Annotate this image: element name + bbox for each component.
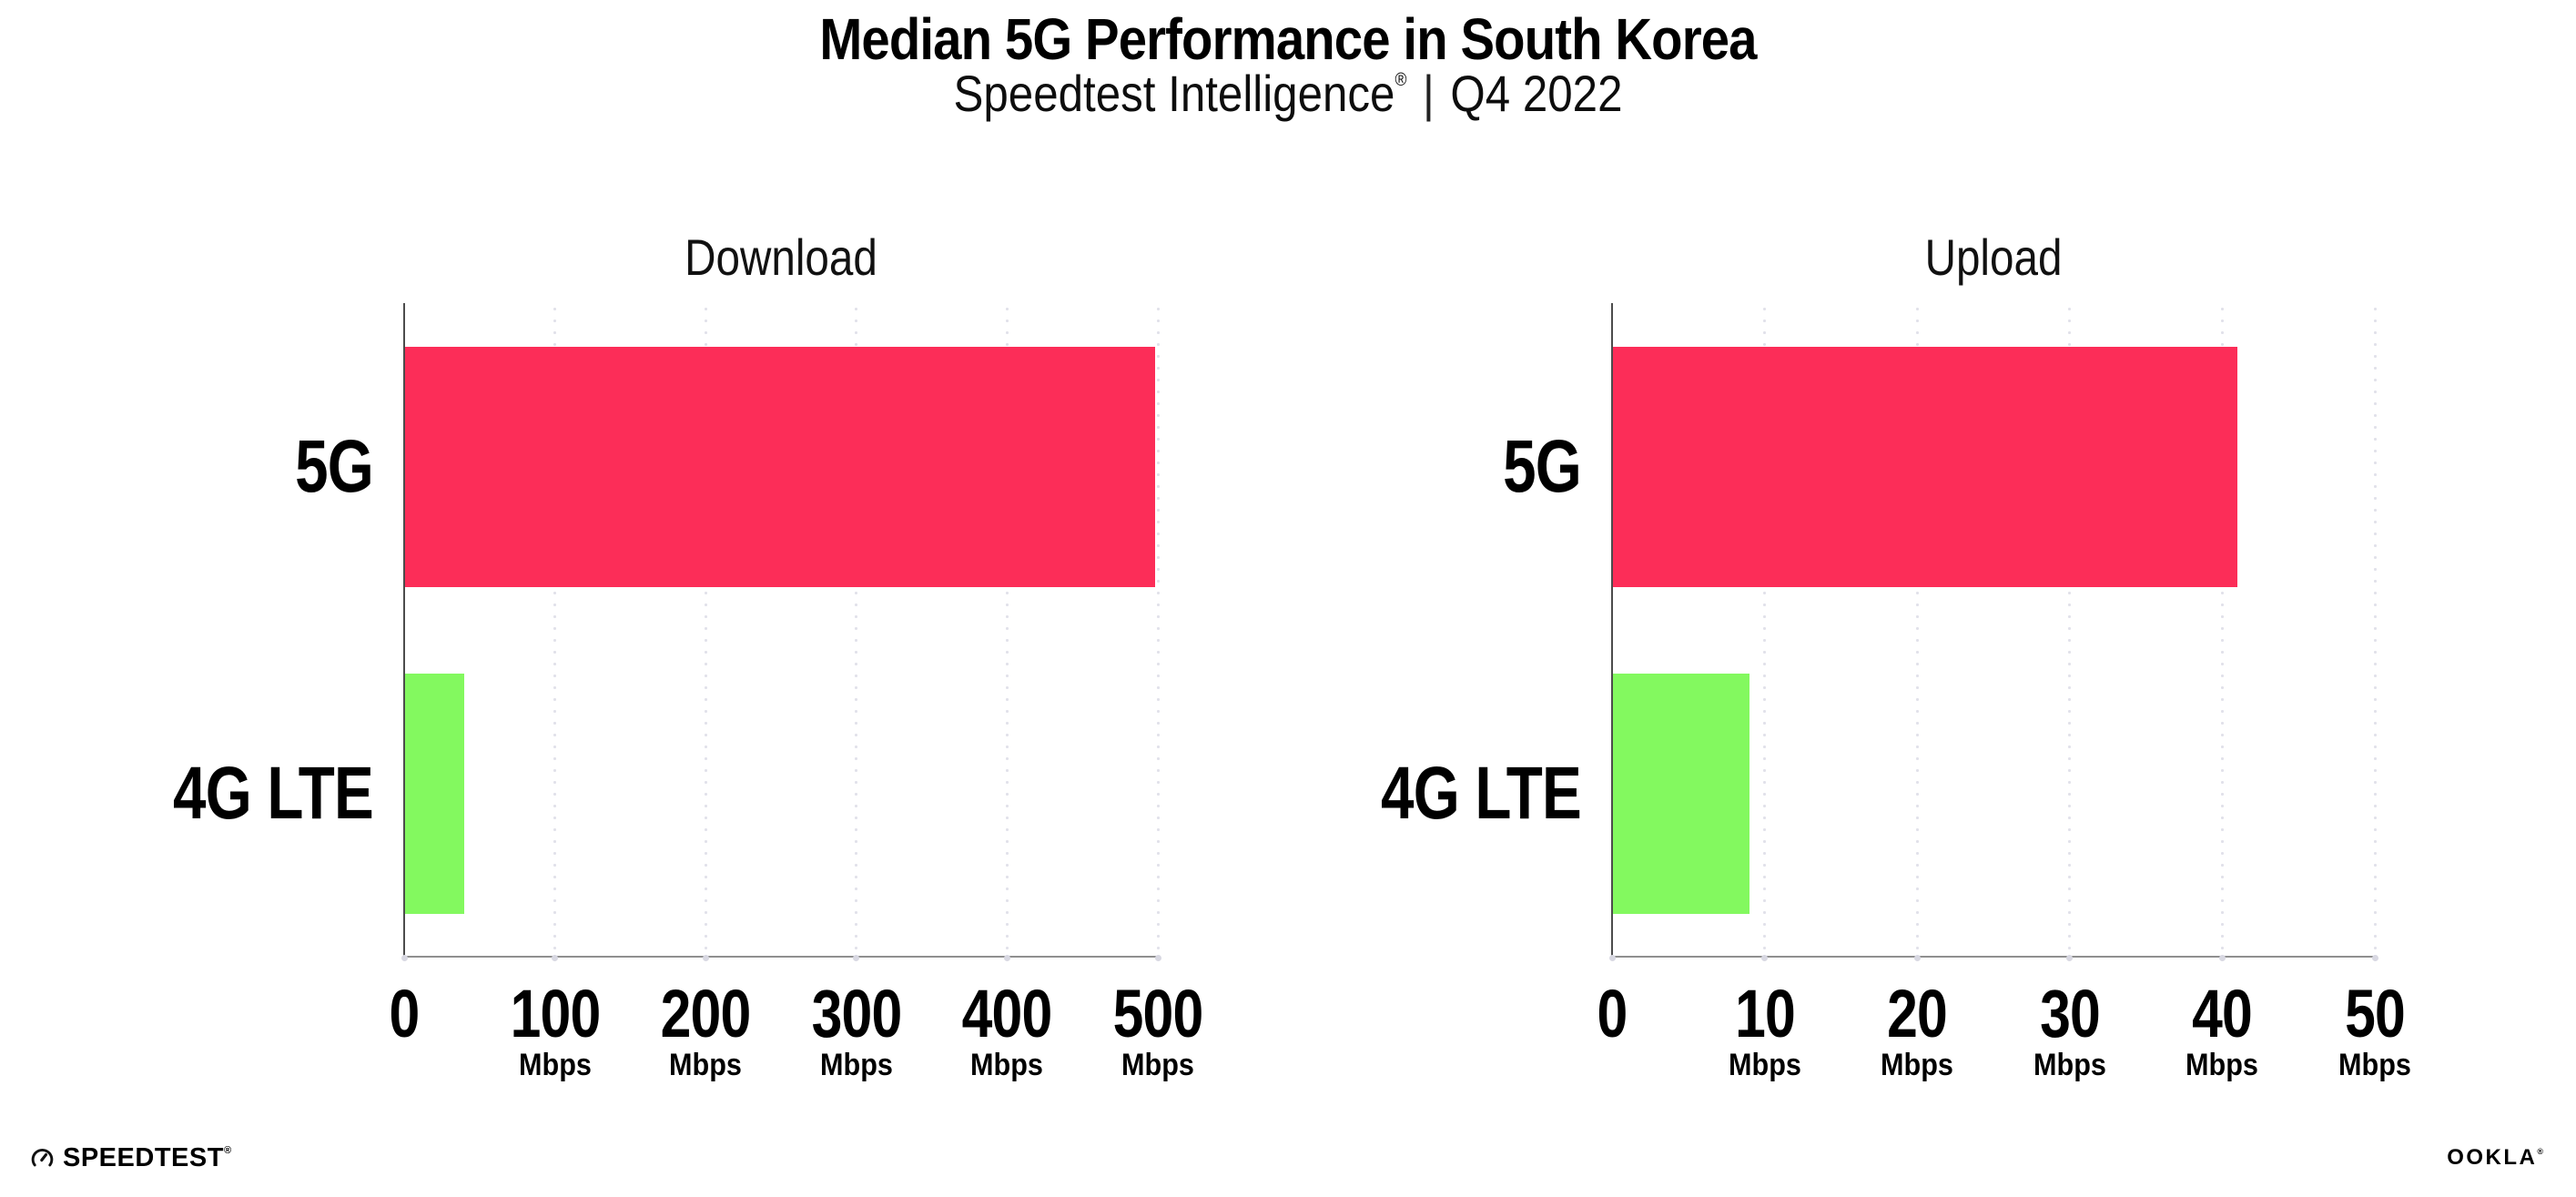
axis-tick-dot [401,954,408,961]
axis-tick-dot [552,954,559,961]
x-tick-unit: Mbps [669,1048,743,1082]
axis-tick-dot [1608,954,1616,961]
x-tick-unit: Mbps [819,1048,893,1082]
category-label: 5G [1503,424,1582,508]
x-tick-label: 300 [811,976,902,1051]
x-tick-unit: Mbps [970,1048,1044,1082]
ookla-wordmark: OOKLA [2447,1145,2538,1170]
category-label: 5G [295,424,374,508]
download-chart-title: Download [685,228,877,286]
axis-tick-dot [1003,954,1010,961]
x-axis-line [1612,956,2376,958]
speedtest-logo: SPEEDTEST® [30,1143,232,1173]
gridline [1005,303,1009,958]
gridline [1763,303,1767,958]
category-label: 4G LTE [173,752,374,836]
axis-tick-dot [1761,954,1769,961]
bar-4g-lte [1613,674,1749,915]
axis-tick-dot [2218,954,2226,961]
axis-tick-dot [1154,954,1161,961]
axis-tick-dot [853,954,860,961]
x-tick-label: 0 [389,976,421,1051]
x-tick-label: 30 [2039,976,2101,1051]
x-tick-unit: Mbps [518,1048,592,1082]
x-tick-unit: Mbps [2033,1048,2106,1082]
x-tick-label: 40 [2192,976,2253,1051]
x-tick-label: 500 [1112,976,1204,1051]
gridline [704,303,707,958]
ookla-logo: OOKLA® [2447,1145,2543,1171]
gridline [855,303,858,958]
x-tick-label: 20 [1887,976,1948,1051]
x-tick-unit: Mbps [2338,1048,2411,1082]
registered-mark: ® [1394,70,1407,90]
speedtest-gauge-icon [31,1148,54,1167]
x-tick-label: 0 [1597,976,1628,1051]
x-tick-label: 50 [2345,976,2406,1051]
gridline [2220,303,2224,958]
x-tick-label: 100 [510,976,601,1051]
gridline [2373,303,2377,958]
bar-4g-lte [405,674,465,915]
y-axis-line [1611,303,1613,958]
gridline [2068,303,2072,958]
gridline [1915,303,1919,958]
x-tick-unit: Mbps [1728,1048,1801,1082]
x-tick-label: 400 [961,976,1053,1051]
x-tick-label: 200 [660,976,752,1051]
bar-5g [405,346,1155,587]
category-label: 4G LTE [1381,752,1582,836]
gridline [1156,303,1160,958]
subtitle-period: Q4 2022 [1450,65,1623,122]
subtitle-brand: Speedtest Intelligence [953,65,1395,122]
upload-chart-title: Upload [1924,228,2063,286]
subtitle-separator: | [1423,65,1435,122]
axis-tick-dot [2066,954,2074,961]
axis-tick-dot [2371,954,2378,961]
bar-5g [1613,346,2238,587]
axis-tick-dot [1913,954,1921,961]
x-tick-unit: Mbps [1881,1048,1954,1082]
speedtest-registered-mark: ® [223,1145,232,1156]
x-axis-line [404,956,1159,958]
page-title: Median 5G Performance in South Korea [819,6,1757,72]
x-tick-unit: Mbps [1121,1048,1194,1082]
page-subtitle: Speedtest Intelligence® | Q4 2022 [155,64,2421,123]
x-tick-label: 10 [1734,976,1796,1051]
ookla-registered-mark: ® [2537,1147,2543,1156]
gridline [553,303,557,958]
y-axis-line [403,303,405,958]
speedtest-wordmark: SPEEDTEST® [63,1143,232,1173]
axis-tick-dot [702,954,709,961]
x-tick-unit: Mbps [2186,1048,2259,1082]
speedtest-label: SPEEDTEST [63,1143,224,1172]
